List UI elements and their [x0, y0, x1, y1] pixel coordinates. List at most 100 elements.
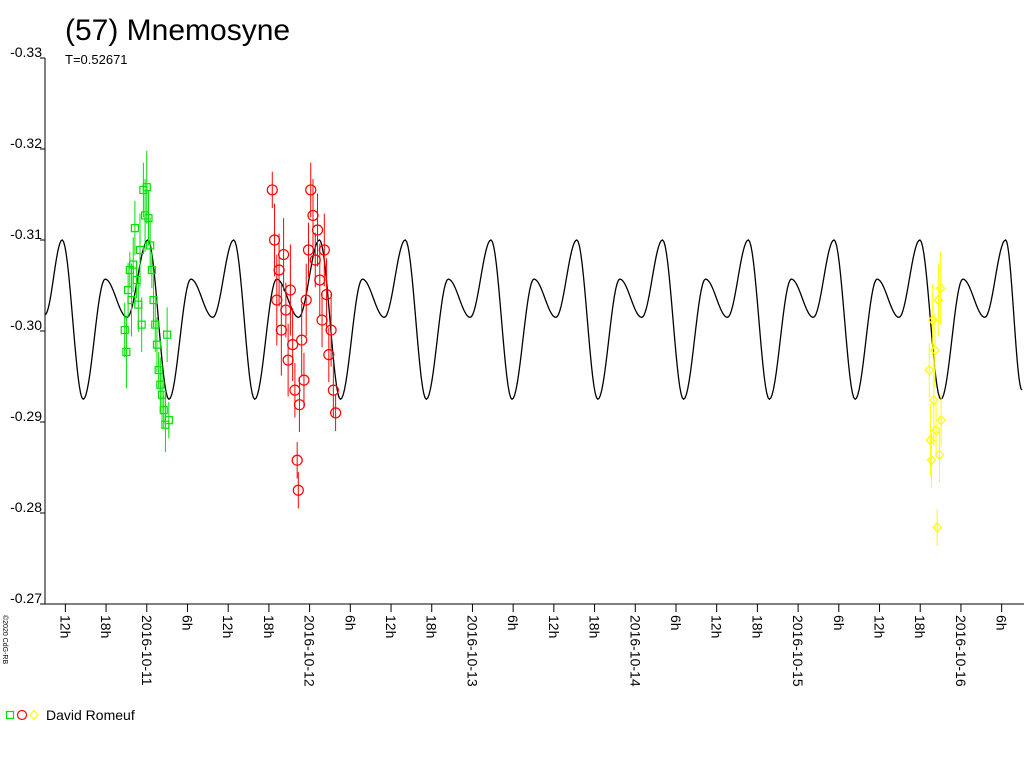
data-point [122, 347, 131, 357]
y-tick-label: -0.28 [10, 499, 42, 515]
data-point [930, 344, 940, 356]
data-point [273, 264, 285, 276]
x-tick-label: 6h [179, 615, 195, 631]
data-point [135, 245, 145, 255]
x-tick-label: 12h [57, 615, 73, 638]
plot-area [45, 150, 1023, 546]
data-point [320, 289, 333, 301]
data-point [120, 325, 129, 335]
y-tick-label: -0.27 [10, 590, 42, 606]
data-point [927, 314, 938, 326]
data-point [318, 244, 330, 256]
data-point [156, 380, 165, 389]
data-point [926, 454, 937, 466]
x-tick-label: 6h [994, 615, 1010, 631]
data-point [302, 244, 315, 256]
data-point [307, 209, 319, 222]
x-tick-label: 2016-10-14 [627, 615, 643, 687]
data-point [935, 282, 946, 294]
chart-subtitle: T=0.52671 [65, 52, 128, 67]
data-point [298, 374, 310, 386]
data-point [936, 414, 946, 426]
data-point [932, 522, 942, 533]
x-tick-label: 2016-10-16 [953, 615, 969, 687]
data-point [330, 407, 342, 419]
x-tick-label: 6h [342, 615, 358, 631]
data-point [129, 260, 138, 269]
data-point [287, 339, 299, 351]
x-tick-label: 18h [587, 615, 603, 638]
data-point [933, 294, 944, 306]
y-tick-label: -0.30 [10, 317, 42, 333]
copyright: ©2020 CdG-RB [1, 615, 9, 664]
x-tick-label: 2016-10-11 [139, 615, 155, 686]
data-point [268, 234, 281, 246]
data-point [154, 366, 163, 375]
data-point [142, 183, 151, 192]
data-point [163, 330, 172, 339]
data-point [296, 334, 308, 346]
data-point [925, 434, 936, 446]
x-tick-label: 12h [220, 615, 236, 638]
data-point [282, 354, 294, 366]
x-tick-label: 12h [546, 615, 562, 638]
data-point [931, 424, 941, 436]
x-tick-label: 18h [424, 615, 440, 638]
data-point [164, 416, 173, 425]
x-tick-label: 12h [872, 615, 888, 638]
legend-label: David Romeuf [46, 707, 135, 723]
data-point [323, 349, 335, 361]
x-tick-label: 6h [831, 615, 847, 631]
data-point [137, 320, 146, 329]
y-tick-label: -0.31 [10, 226, 42, 242]
data-point [305, 184, 317, 196]
x-tick-label: 2016-10-12 [302, 615, 318, 687]
legend-marker [5, 710, 15, 720]
data-point [314, 274, 326, 286]
data-point [144, 214, 153, 223]
x-tick-label: 6h [668, 615, 684, 631]
data-point [124, 285, 133, 295]
data-point [266, 184, 278, 196]
data-point [271, 294, 283, 306]
data-point [924, 364, 935, 376]
data-point [146, 241, 155, 250]
legend-marker [16, 709, 28, 721]
data-point [291, 454, 303, 466]
data-point [277, 248, 290, 261]
data-point [134, 300, 143, 309]
y-tick-label: -0.33 [10, 44, 42, 60]
data-point [130, 224, 139, 233]
data-point [325, 324, 337, 336]
data-point [316, 314, 328, 326]
x-tick-label: 6h [505, 615, 521, 631]
x-tick-label: 18h [749, 615, 765, 638]
data-point [292, 484, 304, 496]
data-point [149, 295, 158, 305]
data-point [127, 295, 136, 305]
data-point [309, 254, 321, 266]
x-tick-label: 12h [709, 615, 725, 638]
x-tick-label: 2016-10-15 [790, 615, 806, 687]
x-tick-label: 2016-10-13 [464, 615, 480, 687]
data-point [159, 406, 168, 415]
data-point [152, 340, 162, 349]
x-tick-label: 18h [98, 615, 114, 638]
legend: David Romeuf [5, 707, 135, 723]
x-tick-label: 18h [912, 615, 928, 638]
y-tick-label: -0.32 [10, 135, 42, 151]
data-point [275, 324, 287, 336]
data-point [147, 265, 156, 275]
y-tick-label: -0.29 [10, 408, 42, 424]
data-point [132, 275, 141, 285]
data-point [311, 224, 324, 236]
data-point [327, 384, 339, 396]
data-point [289, 384, 301, 396]
data-point [293, 399, 306, 411]
data-point [300, 294, 312, 306]
legend-marker [29, 709, 39, 721]
data-point [934, 449, 945, 461]
data-point [157, 390, 167, 399]
data-point [151, 320, 160, 329]
